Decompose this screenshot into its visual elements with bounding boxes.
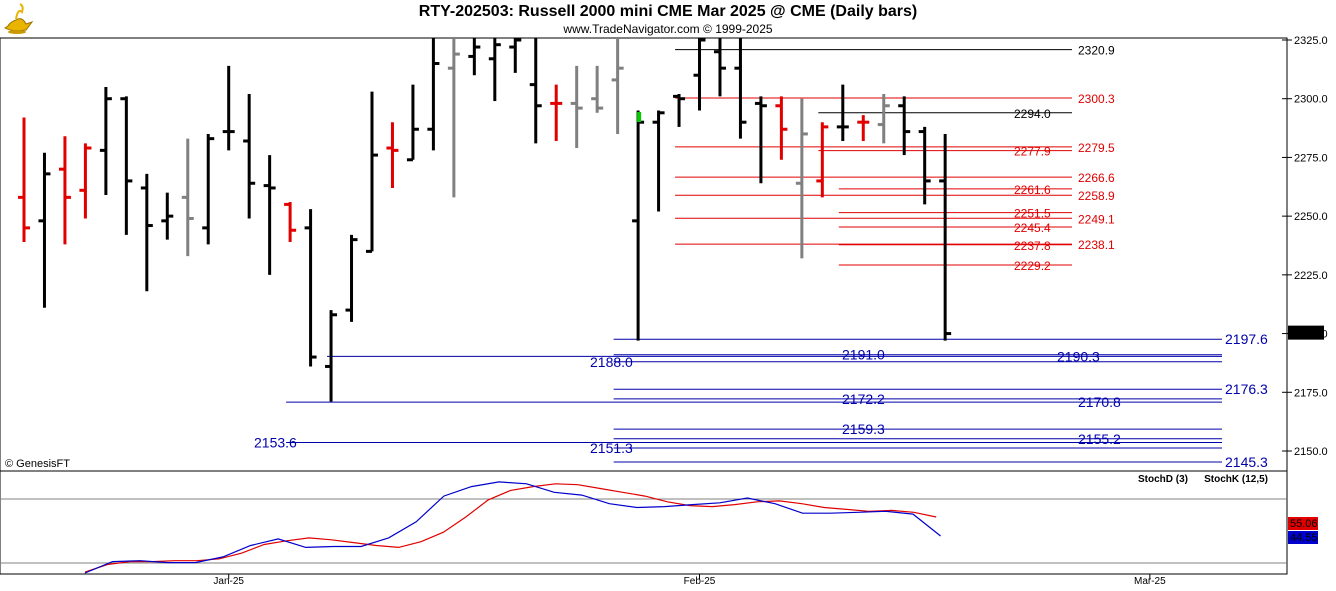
legend-stochd: StochD (3): [1138, 474, 1188, 485]
x-tick-label: Mar-25: [1134, 576, 1166, 587]
price-level-label: 2258.9: [1078, 189, 1115, 203]
price-level-label: 2229.2: [1014, 259, 1051, 273]
price-level-label: 2251.5: [1014, 207, 1051, 221]
price-level-label: 2190.3: [1057, 348, 1100, 364]
y-tick-label: 2150.0: [1294, 446, 1328, 458]
price-level-label: 2191.0: [842, 347, 885, 363]
y-tick-label: 2250.0: [1294, 211, 1328, 223]
price-level-label: 2279.5: [1078, 141, 1115, 155]
price-level-label: 2320.9: [1078, 44, 1115, 58]
price-level-label: 2155.2: [1078, 431, 1121, 447]
stoch-value-badge: [1288, 531, 1318, 544]
legend-stochk: StochK (12,5): [1204, 474, 1268, 485]
price-level-label: 2237.8: [1014, 239, 1051, 253]
price-level-label: 2170.8: [1078, 394, 1121, 410]
y-tick-label: 2175.0: [1294, 387, 1328, 399]
stochd-line: [84, 483, 937, 573]
y-tick-label: 2225.0: [1294, 270, 1328, 282]
genie-lamp-logo-icon: [2, 2, 36, 36]
price-level-label: 2300.3: [1078, 92, 1115, 106]
price-level-label: 2197.6: [1225, 331, 1268, 347]
price-level-label: 2277.9: [1014, 145, 1051, 159]
chart-header: RTY-202503: Russell 2000 mini CME Mar 20…: [0, 0, 1336, 38]
x-tick-label: Jan-25: [213, 576, 244, 587]
x-tick-label: Feb-25: [684, 576, 716, 587]
price-level-label: 2176.3: [1225, 381, 1268, 397]
price-level-label: 2145.3: [1225, 454, 1268, 470]
y-tick-label: 2300.0: [1294, 94, 1328, 106]
stoch-value-label: 55.06: [1290, 518, 1318, 530]
highlight-marker: [637, 112, 642, 122]
last-price-badge: [1288, 325, 1324, 340]
y-tick-label: 2325.0: [1294, 35, 1328, 47]
price-level-label: 2151.3: [590, 440, 633, 456]
last-price-label: 2200.4: [1290, 328, 1324, 340]
price-level-label: 2159.3: [842, 421, 885, 437]
chart-title: RTY-202503: Russell 2000 mini CME Mar 20…: [418, 3, 918, 20]
y-tick-label: 2275.0: [1294, 152, 1328, 164]
price-level-label: 2294.0: [1014, 107, 1051, 121]
chart-subtitle: www.TradeNavigator.com © 1999-2025: [563, 22, 773, 36]
price-level-label: 2266.6: [1078, 171, 1115, 185]
copyright-label: © GenesisFT: [5, 458, 70, 470]
price-level-label: 2261.6: [1014, 183, 1051, 197]
price-level-label: 2188.0: [590, 354, 633, 370]
price-level-label: 2153.6: [254, 435, 297, 451]
price-level-label: 2172.2: [842, 391, 885, 407]
stochastic-panel-border: [0, 470, 1288, 575]
stochk-line: [84, 481, 941, 574]
price-level-label: 2238.1: [1078, 238, 1115, 252]
stoch-value-label: 44.55: [1290, 532, 1318, 544]
price-level-label: 2245.4: [1014, 221, 1051, 235]
price-level-label: 2249.1: [1078, 212, 1115, 226]
stoch-value-badge: [1288, 517, 1318, 530]
